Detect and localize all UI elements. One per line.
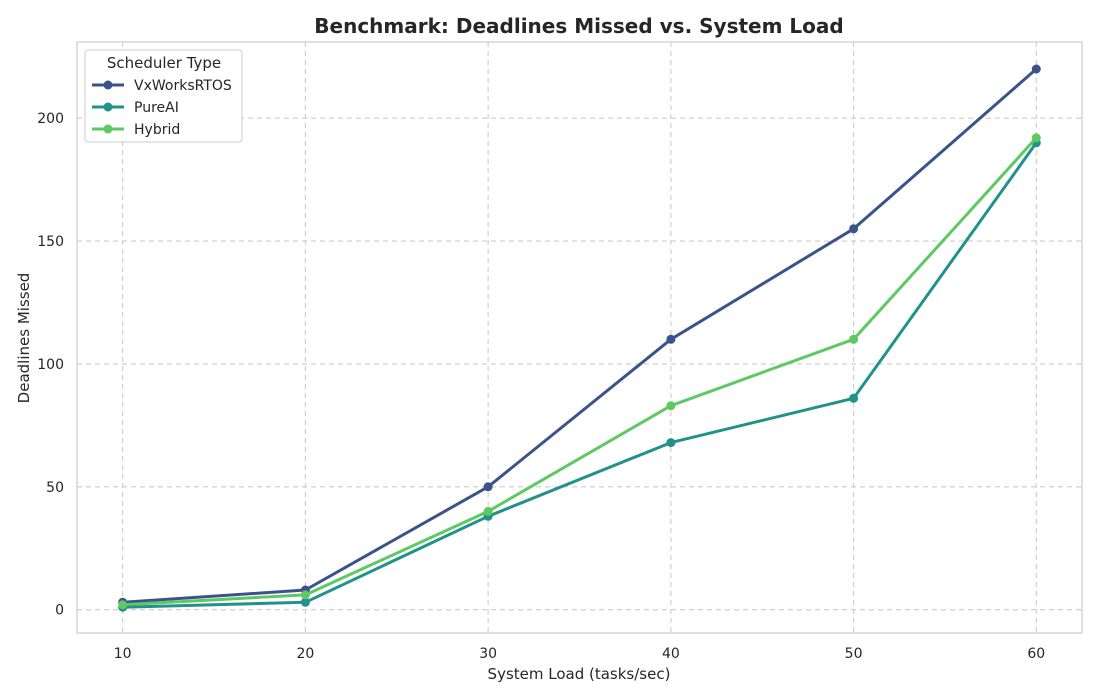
series-line — [121, 141, 1038, 609]
data-point — [300, 590, 310, 600]
y-tick-label: 100 — [37, 357, 64, 373]
data-point — [300, 597, 310, 607]
legend-label: VxWorksRTOS — [134, 78, 232, 94]
data-point — [1031, 64, 1041, 74]
grid-layer — [77, 42, 1082, 633]
y-axis-ticks: 0 50 100 150 200 — [37, 111, 64, 618]
chart-title: Benchmark: Deadlines Missed vs. System L… — [314, 14, 843, 38]
series-line — [121, 136, 1038, 607]
x-tick-label: 30 — [479, 646, 497, 662]
y-tick-label: 150 — [37, 234, 64, 250]
series-hybrid — [118, 133, 1041, 610]
data-point — [483, 482, 493, 492]
legend-box — [84, 49, 243, 143]
data-point — [849, 224, 859, 234]
data-point — [666, 438, 676, 448]
legend-point-marker — [103, 102, 113, 112]
data-point — [849, 393, 859, 403]
x-axis-label: System Load (tasks/sec) — [488, 665, 671, 683]
y-tick-label: 200 — [37, 111, 64, 127]
x-tick-label: 60 — [1027, 646, 1045, 662]
x-tick-label: 50 — [845, 646, 863, 662]
data-point — [666, 401, 676, 411]
legend: Scheduler Type VxWorksRTOS PureAI Hybrid — [84, 49, 243, 143]
y-tick-label: 50 — [46, 480, 64, 496]
data-point — [666, 334, 676, 344]
plot-frame — [76, 41, 1083, 634]
legend-items: VxWorksRTOS PureAI Hybrid — [92, 78, 232, 138]
x-tick-label: 40 — [662, 646, 680, 662]
legend-point-marker — [103, 124, 113, 134]
x-tick-label: 10 — [114, 646, 132, 662]
data-point — [1031, 133, 1041, 143]
data-point — [849, 334, 859, 344]
data-point — [118, 600, 128, 610]
data-point — [483, 506, 493, 516]
y-tick-label: 0 — [55, 603, 64, 619]
series-layer — [118, 64, 1041, 612]
legend-point-marker — [103, 80, 113, 90]
legend-item: VxWorksRTOS — [92, 78, 232, 94]
legend-title: Scheduler Type — [107, 54, 221, 72]
x-axis-ticks: 10 20 30 40 50 60 — [114, 646, 1045, 662]
y-axis-label: Deadlines Missed — [15, 273, 33, 404]
legend-label: Hybrid — [134, 122, 180, 138]
x-tick-label: 20 — [296, 646, 314, 662]
legend-item: PureAI — [92, 100, 179, 116]
legend-item: Hybrid — [92, 122, 180, 138]
legend-label: PureAI — [134, 100, 179, 116]
series-line — [121, 67, 1038, 604]
